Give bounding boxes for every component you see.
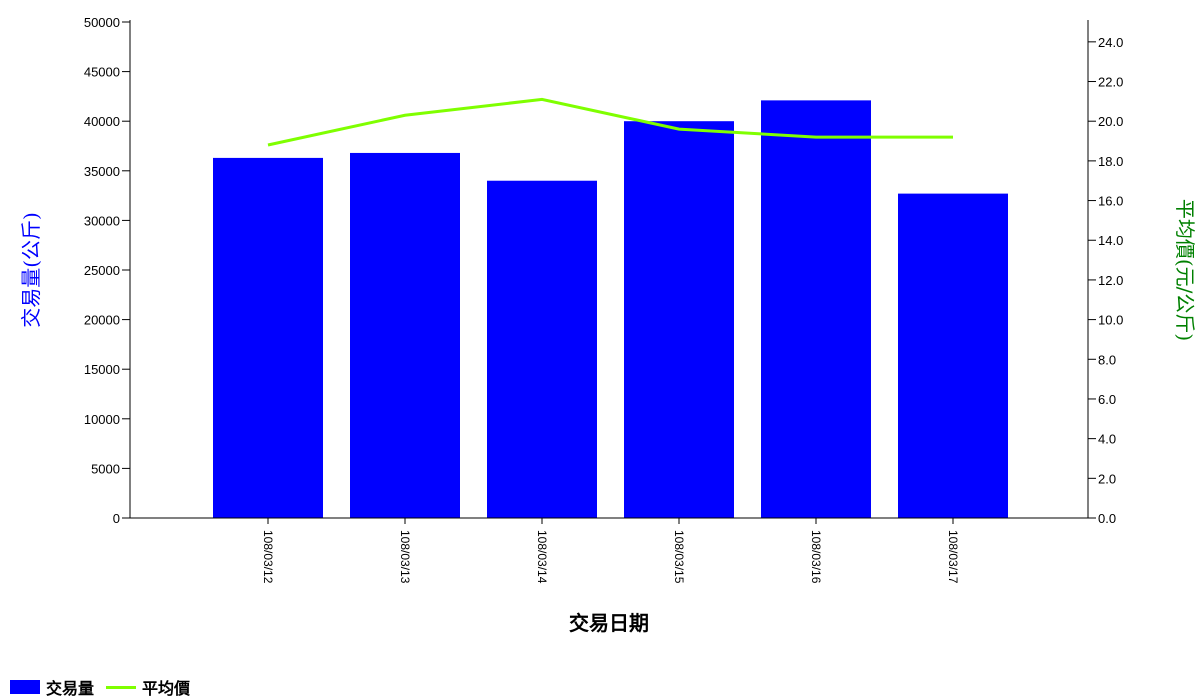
- x-tick-label: 108/03/17: [946, 530, 960, 584]
- y-left-tick-label: 25000: [84, 263, 120, 278]
- y-right-tick-label: 10.0: [1098, 313, 1123, 328]
- y-right-tick-label: 14.0: [1098, 233, 1123, 248]
- bar-108-03-15: [624, 121, 734, 518]
- y-right-tick-label: 0.0: [1098, 511, 1116, 526]
- x-axis-title: 交易日期: [569, 611, 649, 635]
- bar-108-03-14: [487, 180, 597, 518]
- y-left-tick-label: 5000: [91, 461, 120, 476]
- y-right-tick-label: 20.0: [1098, 114, 1123, 129]
- axes-layer: [122, 20, 1096, 524]
- legend-label-price: 平均價: [142, 679, 191, 698]
- legend: 交易量 平均價: [10, 676, 202, 698]
- bars-layer: [213, 100, 1008, 519]
- legend-swatch-volume: [10, 680, 40, 694]
- y-right-tick-label: 2.0: [1098, 471, 1116, 486]
- x-tick-label: 108/03/13: [398, 530, 412, 584]
- y-right-tick-label: 22.0: [1098, 75, 1123, 90]
- y-left-axis-title: 交易量(公斤): [19, 212, 43, 328]
- bar-108-03-12: [213, 157, 323, 519]
- y-left-tick-label: 15000: [84, 362, 120, 377]
- y-right-axis-title: 平均價(元/公斤): [1173, 199, 1197, 341]
- legend-label-volume: 交易量: [46, 679, 95, 698]
- y-right-tick-label: 24.0: [1098, 35, 1123, 50]
- line-layer: [267, 97, 953, 147]
- y-left-tick-label: 30000: [84, 213, 120, 228]
- y-left-tick-label: 45000: [84, 65, 120, 80]
- y-right-tick-label: 4.0: [1098, 432, 1116, 447]
- bar-108-03-13: [350, 152, 460, 518]
- y-right-tick-label: 12.0: [1098, 273, 1123, 288]
- legend-item-volume: 交易量: [10, 675, 94, 699]
- y-right-tick-label: 8.0: [1098, 352, 1116, 367]
- x-tick-label: 108/03/12: [261, 530, 275, 584]
- legend-item-price: 平均價: [106, 675, 190, 699]
- y-right-tick-label: 18.0: [1098, 154, 1123, 169]
- y-left-tick-label: 20000: [84, 313, 120, 328]
- y-left-tick-label: 0: [113, 511, 120, 526]
- y-left-tick-label: 50000: [84, 15, 120, 30]
- bar-108-03-17: [898, 193, 1008, 518]
- bar-108-03-16: [761, 100, 871, 519]
- price-line: [267, 97, 953, 147]
- y-right-tick-label: 16.0: [1098, 194, 1123, 209]
- x-tick-label: 108/03/14: [535, 530, 549, 584]
- x-tick-label: 108/03/16: [809, 530, 823, 584]
- x-tick-label: 108/03/15: [672, 530, 686, 584]
- y-left-tick-label: 40000: [84, 114, 120, 129]
- y-left-tick-label: 35000: [84, 164, 120, 179]
- legend-swatch-price: [106, 685, 137, 689]
- y-left-tick-label: 10000: [84, 412, 120, 427]
- y-right-tick-label: 6.0: [1098, 392, 1116, 407]
- labels-layer: 0 5000 10000 15000 20000 25000 30000 35000 40000…: [19, 15, 1197, 635]
